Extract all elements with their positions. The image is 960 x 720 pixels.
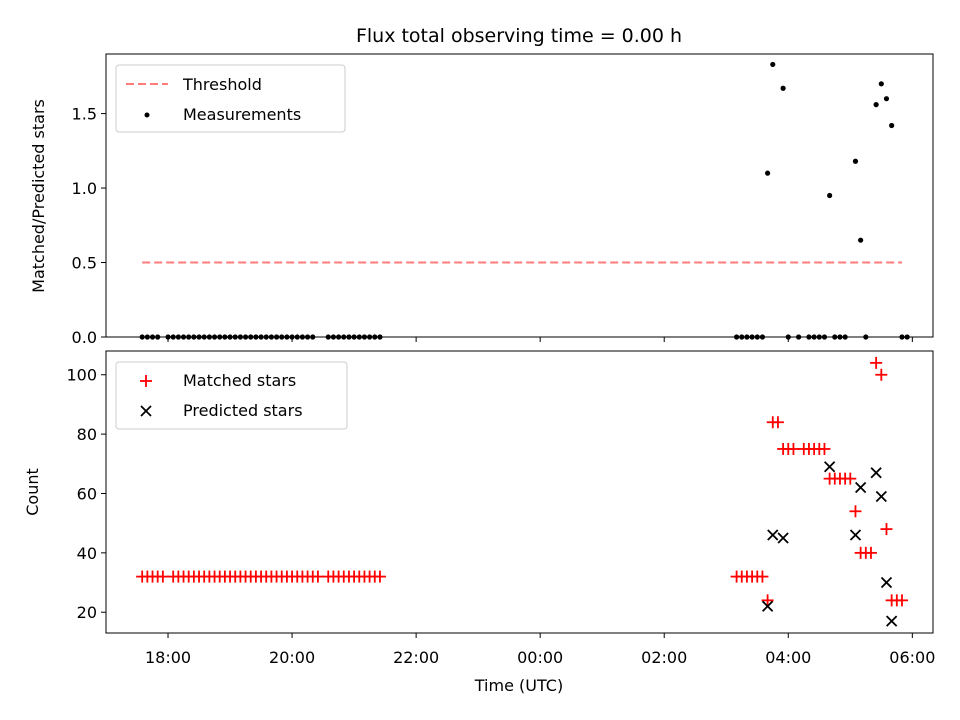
measurement-point — [878, 81, 884, 87]
bottom-y-ticks: 20 40 60 80 100 — [66, 366, 106, 622]
predicted-star-point — [886, 615, 898, 627]
predicted-star-point — [777, 532, 789, 544]
matched-star-point — [311, 570, 324, 583]
matched-star-point — [895, 594, 908, 607]
x-tick-label: 02:00 — [641, 648, 687, 667]
matched-star-point — [844, 472, 857, 485]
matched-star-point — [756, 570, 769, 583]
measurement-point — [827, 192, 833, 199]
matched-star-point — [156, 570, 169, 583]
top-legend: Threshold Measurements — [115, 64, 346, 133]
measurement-point — [883, 96, 890, 102]
legend-predicted-swatch — [140, 405, 152, 417]
x-tick-label: 20:00 — [269, 648, 315, 667]
predicted-star-point — [875, 490, 887, 503]
bottom-y-axis-label: Count — [23, 468, 42, 516]
y-tick-label: 20 — [77, 603, 97, 622]
predicted-star-point — [767, 529, 779, 541]
measurement-point — [765, 170, 771, 176]
top-axes-frame — [105, 53, 934, 338]
y-tick-label: 40 — [77, 544, 97, 563]
count-points — [136, 356, 908, 627]
legend-measurements-label: Measurements — [183, 105, 301, 124]
measurement-point — [770, 61, 776, 68]
measurement-point — [852, 158, 859, 164]
matched-star-point — [761, 594, 774, 607]
x-tick-label: 04:00 — [765, 648, 811, 667]
legend-threshold-label: Threshold — [182, 75, 262, 94]
x-tick-label: 06:00 — [889, 648, 935, 667]
top-x-ticks — [167, 337, 913, 342]
x-axis-label: Time (UTC) — [474, 676, 563, 695]
bottom-x-ticks: 18:00 20:00 22:00 00:00 02:00 04:00 06:00 — [145, 633, 935, 667]
matched-star-point — [880, 523, 893, 536]
predicted-star-point — [880, 576, 893, 589]
matched-star-point — [787, 442, 800, 455]
predicted-star-point — [761, 600, 774, 612]
measurement-point — [780, 85, 786, 91]
legend-matched-label: Matched stars — [183, 371, 296, 390]
x-tick-label: 22:00 — [393, 648, 439, 667]
x-tick-label: 00:00 — [517, 648, 563, 667]
matched-star-point — [875, 368, 888, 381]
x-tick-label: 18:00 — [145, 648, 191, 667]
legend-matched-swatch — [140, 375, 152, 387]
y-tick-label: 60 — [77, 484, 97, 503]
measurement-point — [873, 102, 879, 108]
predicted-star-point — [849, 529, 862, 541]
legend-measurements-swatch — [144, 112, 150, 118]
bottom-legend: Matched stars Predicted stars — [115, 361, 348, 430]
y-tick-label: 100 — [66, 366, 97, 385]
bottom-axes-frame — [105, 350, 934, 634]
measurement-point — [858, 237, 864, 243]
matched-star-point — [864, 546, 877, 559]
chart-title: Flux total observing time = 0.00 h — [356, 25, 682, 47]
predicted-star-point — [870, 467, 882, 479]
matched-star-point — [771, 416, 784, 429]
panel-counts: 18:00 20:00 22:00 00:00 02:00 04:00 06:00 20 40… — [23, 350, 935, 695]
y-tick-label: 0.5 — [72, 254, 97, 273]
predicted-star-point — [855, 481, 867, 494]
y-tick-label: 1.5 — [72, 105, 97, 124]
top-y-axis-label: Matched/Predicted stars — [29, 99, 48, 293]
panel-ratio: 0.0 0.5 1.0 1.5 Matched/Predicted stars Thr… — [29, 53, 934, 347]
matched-star-point — [818, 442, 831, 455]
predicted-star-point — [823, 461, 836, 473]
matched-star-point — [373, 570, 386, 583]
matched-star-point — [870, 356, 883, 369]
legend-predicted-label: Predicted stars — [183, 401, 303, 420]
matched-star-point — [849, 505, 862, 518]
y-tick-label: 1.0 — [72, 179, 97, 198]
measurement-point — [889, 122, 895, 129]
top-y-ticks: 0.0 0.5 1.0 1.5 — [72, 105, 106, 347]
y-tick-label: 0.0 — [72, 328, 97, 347]
y-tick-label: 80 — [77, 425, 97, 444]
